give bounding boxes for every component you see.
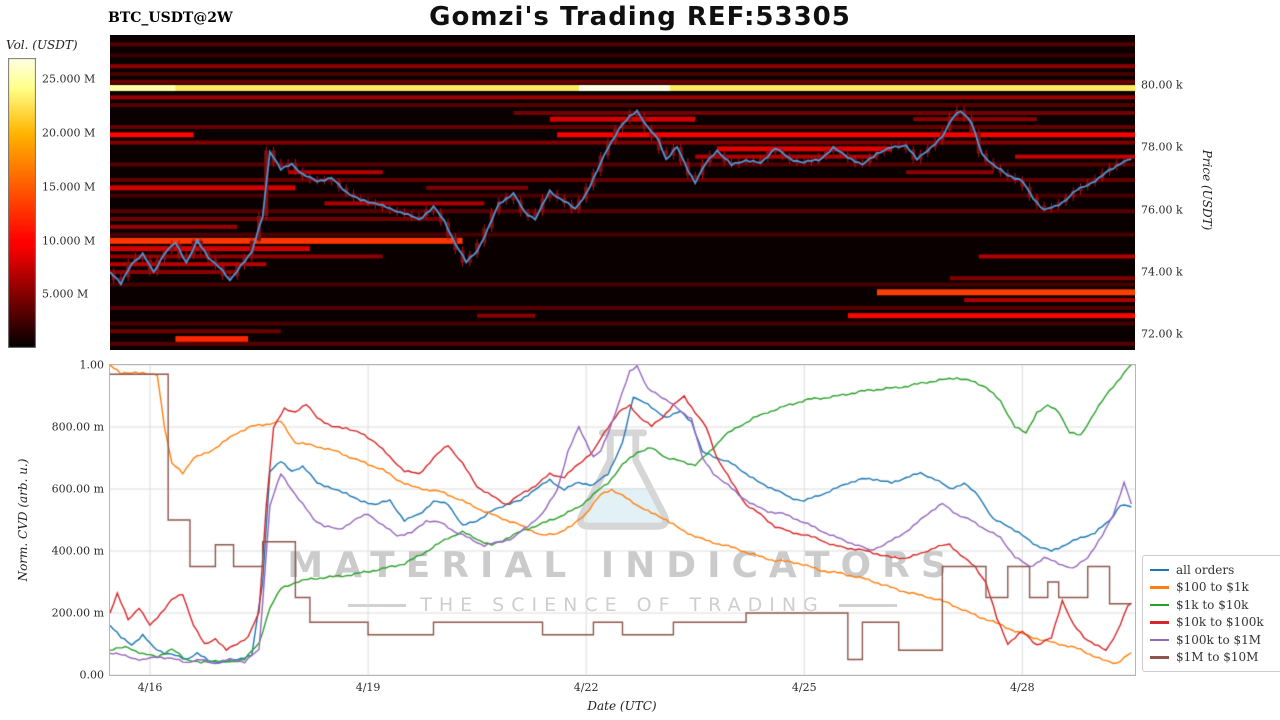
legend: all orders $100 to $1k $1k to $10k $10k to … <box>1142 555 1280 672</box>
legend-item-100k-to-1m: $100k to $1M <box>1150 631 1280 649</box>
legend-label: all orders <box>1176 562 1235 577</box>
cvd-ytick-2: 400.00 m <box>51 544 104 558</box>
legend-label: $1k to $10k <box>1176 597 1249 612</box>
legend-swatch <box>1150 603 1169 606</box>
symbol-label: BTC_USDT@2W <box>108 10 233 26</box>
date-axis-label: Date (UTC) <box>587 699 657 713</box>
price-tick-0: 80.00 k <box>1141 78 1183 92</box>
legend-label: $1M to $10M <box>1176 650 1259 665</box>
date-tick-3: 4/25 <box>791 681 817 694</box>
cvd-ytick-3: 600.00 m <box>51 482 104 496</box>
cvd-line-chart <box>110 365 1135 675</box>
legend-label: $100k to $1M <box>1176 632 1262 647</box>
price-tick-1: 78.00 k <box>1141 140 1183 154</box>
date-tick-0: 4/16 <box>137 681 163 694</box>
legend-item-all-orders: all orders <box>1150 561 1280 579</box>
legend-item-1m-to-10m: $1M to $10M <box>1150 649 1280 667</box>
legend-swatch <box>1150 621 1169 624</box>
colorbar-tick-2: 15.000 M <box>42 180 96 194</box>
date-tick-4: 4/28 <box>1009 681 1035 694</box>
legend-item-1k-to-10k: $1k to $10k <box>1150 596 1280 614</box>
price-tick-2: 76.00 k <box>1141 203 1183 217</box>
cvd-ytick-4: 800.00 m <box>51 420 104 434</box>
legend-swatch <box>1150 568 1169 571</box>
cvd-ytick-0: 0.00 <box>79 668 105 682</box>
volume-colorbar <box>8 58 36 348</box>
legend-item-100-to-1k: $100 to $1k <box>1150 579 1280 597</box>
cvd-ytick-5: 1.00 <box>79 358 105 372</box>
date-tick-2: 4/22 <box>573 681 599 694</box>
legend-swatch <box>1150 638 1169 641</box>
cvd-chart-panel: MATERIAL INDICATORS THE SCIENCE OF TRADI… <box>109 364 1136 676</box>
legend-label: $100 to $1k <box>1176 580 1249 595</box>
cvd-ytick-1: 200.00 m <box>51 606 104 620</box>
colorbar-tick-3: 10.000 M <box>42 234 96 248</box>
cvd-axis-label: Norm. CVD (arb. u.) <box>16 458 30 582</box>
colorbar-tick-4: 5.000 M <box>42 287 89 301</box>
price-axis-label: Price (USDT) <box>1200 149 1214 231</box>
legend-label: $10k to $100k <box>1176 615 1264 630</box>
date-tick-1: 4/19 <box>355 681 381 694</box>
colorbar-tick-0: 25.000 M <box>42 72 96 86</box>
price-tick-4: 72.00 k <box>1141 327 1183 341</box>
legend-item-10k-to-100k: $10k to $100k <box>1150 614 1280 632</box>
legend-swatch <box>1150 586 1169 589</box>
price-tick-3: 74.00 k <box>1141 265 1183 279</box>
colorbar-tick-1: 20.000 M <box>42 126 96 140</box>
page-title: Gomzi's Trading REF:53305 <box>429 2 851 32</box>
volume-heatmap-chart <box>110 35 1135 350</box>
legend-swatch <box>1150 656 1169 659</box>
volume-colorbar-label: Vol. (USDT) <box>6 38 78 52</box>
